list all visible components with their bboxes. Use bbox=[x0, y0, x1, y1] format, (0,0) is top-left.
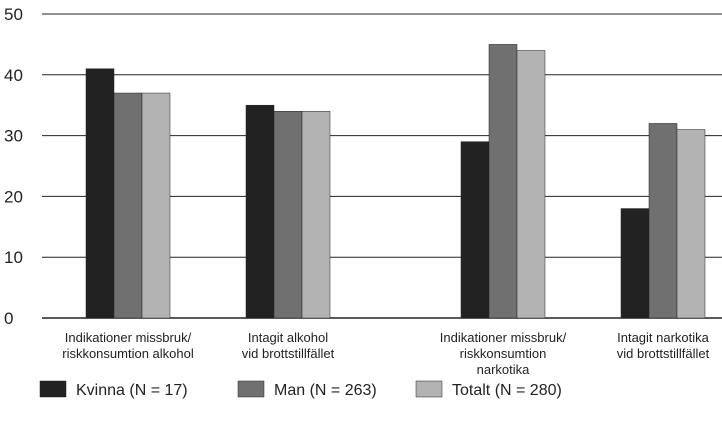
bar bbox=[85, 68, 115, 319]
y-tick-label: 50 bbox=[4, 5, 23, 24]
legend-label: Kvinna (N = 17) bbox=[76, 382, 188, 399]
y-tick-label: 20 bbox=[4, 187, 23, 206]
bar bbox=[301, 111, 331, 319]
bar bbox=[460, 141, 490, 319]
y-tick-label: 0 bbox=[4, 309, 13, 328]
y-tick-label: 40 bbox=[4, 66, 23, 85]
y-tick-label: 30 bbox=[4, 127, 23, 146]
bar bbox=[648, 123, 678, 319]
bar bbox=[516, 50, 546, 319]
bar bbox=[113, 92, 143, 319]
bar bbox=[273, 111, 303, 319]
legend-label: Totalt (N = 280) bbox=[452, 382, 562, 399]
x-tick-label: Intagit narkotika vid brottstillfället bbox=[617, 330, 710, 361]
x-tick-label: Indikationer missbruk/riskkonsumtion alk… bbox=[62, 330, 194, 361]
bar bbox=[676, 129, 706, 319]
bar bbox=[141, 92, 171, 319]
x-tick-label: Indikationer missbruk/riskkonsumtion nark… bbox=[440, 330, 567, 377]
legend-swatch bbox=[415, 380, 443, 398]
x-tick-label: Intagit alkohol vid brottstillfället bbox=[242, 330, 335, 361]
legend-label: Man (N = 263) bbox=[274, 382, 377, 399]
y-tick-label: 10 bbox=[4, 248, 23, 267]
legend-swatch bbox=[237, 380, 265, 398]
legend-swatch bbox=[39, 380, 67, 398]
bar bbox=[488, 44, 518, 319]
bar bbox=[245, 104, 275, 319]
bar bbox=[620, 208, 650, 319]
